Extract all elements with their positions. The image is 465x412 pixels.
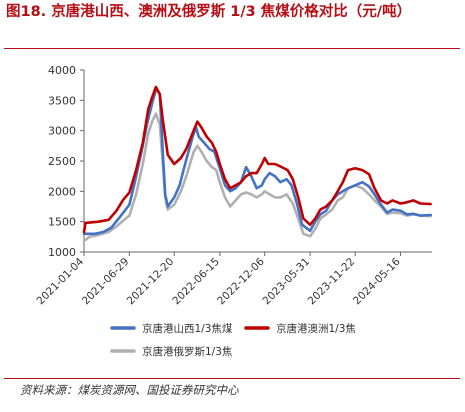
title-rule xyxy=(4,48,460,49)
figure-title: 图18. 京唐港山西、澳洲及俄罗斯 1/3 焦煤价格对比（元/吨） xyxy=(6,4,412,20)
y-tick-label: 1500 xyxy=(48,216,76,229)
y-tick-label: 3000 xyxy=(48,125,76,138)
source-note: 资料来源：煤炭资源网、国投证券研究中心 xyxy=(20,383,239,397)
series-line-2 xyxy=(82,85,433,234)
line-chart: 10001500200025003000350040002021-01-0420… xyxy=(34,64,433,358)
x-tick-label: 2021-12-20 xyxy=(125,256,177,308)
y-tick-label: 1000 xyxy=(48,246,76,259)
y-tick-label: 4000 xyxy=(48,64,76,77)
series-line-1 xyxy=(82,86,433,236)
y-tick-label: 2000 xyxy=(48,185,76,198)
series-line-3 xyxy=(82,112,433,243)
legend-label-3: 京唐港俄罗斯1/3焦 xyxy=(142,345,233,358)
legend-label-1: 京唐港山西1/3焦煤 xyxy=(142,322,233,335)
y-tick-label: 2500 xyxy=(48,155,76,168)
source-rule xyxy=(4,378,460,379)
x-tick-label: 2022-06-15 xyxy=(170,256,222,308)
x-tick-label: 2022-12-06 xyxy=(215,255,267,307)
x-tick-label: 2023-05-31 xyxy=(261,256,313,308)
x-tick-label: 2021-06-29 xyxy=(80,256,132,308)
x-tick-label: 2021-01-04 xyxy=(34,255,86,307)
y-tick-label: 3500 xyxy=(48,94,76,107)
legend-label-2: 京唐港澳洲1/3焦 xyxy=(276,322,356,335)
x-tick-label: 2024-05-16 xyxy=(351,255,403,307)
x-tick-label: 2023-11-22 xyxy=(306,256,358,308)
